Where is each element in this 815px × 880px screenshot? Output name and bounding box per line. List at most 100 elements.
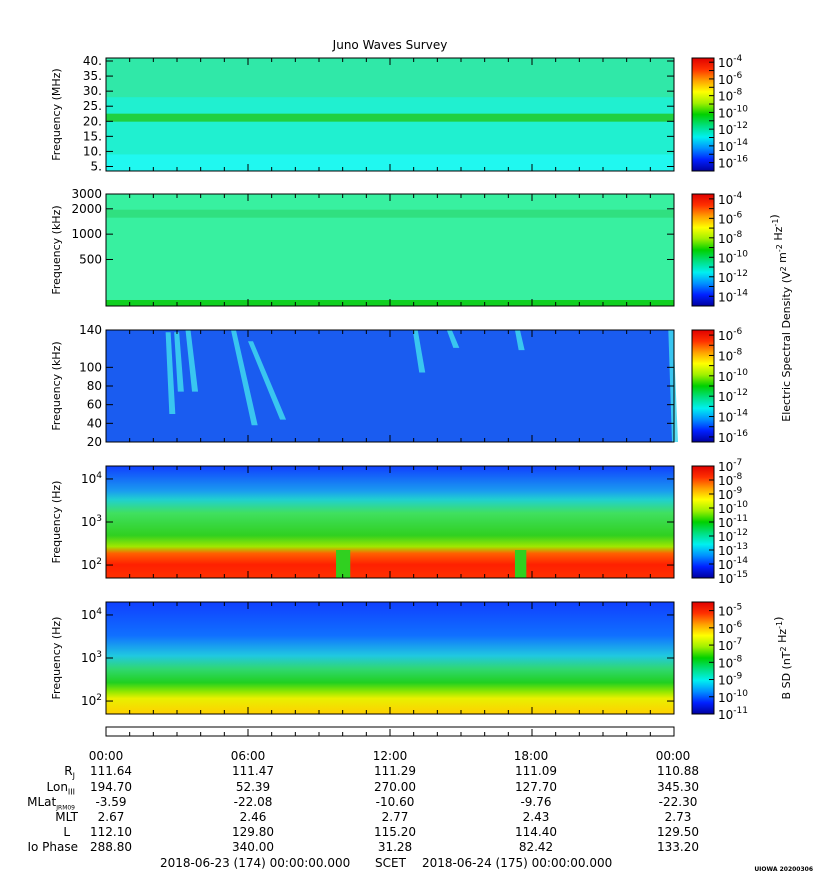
panel-3-emission <box>174 332 184 392</box>
y-tick-label: 15. <box>83 129 102 143</box>
colorbar-tick-label: 10-14 <box>718 409 748 425</box>
panel-2-emission-band <box>106 209 674 218</box>
panel-3-emission <box>185 330 199 392</box>
ephemeris-value: 82.42 <box>518 840 554 854</box>
panel-3-background <box>106 330 674 442</box>
colorbar-tick-label: 10-8 <box>718 654 743 670</box>
colorbar-tick-label: 10-4 <box>718 54 743 70</box>
ephemeris-value: 2.73 <box>664 810 692 824</box>
eph-label-mlt: MLT <box>55 810 78 824</box>
y-tick-label: 104 <box>81 607 102 622</box>
ephemeris-value: 114.40 <box>515 825 557 839</box>
ephemeris-value: 2.77 <box>381 810 409 824</box>
colorbar-tick-label: 10-10 <box>718 689 748 705</box>
footer-start: 2018-06-23 (174) 00:00:00.000 <box>160 856 351 870</box>
time-label: 00:00 <box>655 749 691 763</box>
eph-label-mlat: MLatJRM09 <box>27 795 75 812</box>
ephemeris-value: -10.60 <box>375 795 415 809</box>
colorbar-1 <box>691 57 715 172</box>
y-tick-label: 20 <box>87 435 102 449</box>
colorbar-tick-label: 10-10 <box>718 368 748 384</box>
ephemeris-value: 111.47 <box>232 764 274 778</box>
ephemeris-value: 115.20 <box>374 825 416 839</box>
colorbar-tick-label: 10-6 <box>718 210 743 226</box>
colorbar-5 <box>691 601 715 715</box>
y-tick-label: 100 <box>79 360 102 374</box>
colorbar-tick-label: 10-10 <box>718 249 748 265</box>
ephemeris-value: 2.46 <box>239 810 267 824</box>
panel-4-gap <box>514 550 527 578</box>
ephemeris-value: 194.70 <box>90 780 132 794</box>
panel-3-emission <box>412 330 426 373</box>
colorbar-tick-label: 10-16 <box>718 155 748 171</box>
panel-4-ylabel: Frequency (Hz) <box>50 481 63 564</box>
y-tick-label: 140 <box>79 323 102 337</box>
eph-label-io: Io Phase <box>27 840 78 854</box>
ephemeris-value: 129.50 <box>657 825 699 839</box>
y-tick-label: 102 <box>81 693 102 708</box>
panel-5-ylabel: Frequency (Hz) <box>50 617 63 700</box>
ephemeris-value: 129.80 <box>232 825 274 839</box>
panel-3-emission <box>165 332 176 414</box>
ephemeris-value: 288.80 <box>90 840 132 854</box>
footer-end: 2018-06-24 (175) 00:00:00.000 <box>422 856 613 870</box>
panel-4-gap <box>336 550 351 578</box>
panel-3-emission <box>230 330 258 426</box>
panel-3-emission <box>446 330 460 348</box>
y-tick-label: 30. <box>83 84 102 98</box>
colorbar-tick-label: 10-7 <box>718 637 742 653</box>
ephemeris-value: 112.10 <box>90 825 132 839</box>
ephemeris-value: 110.88 <box>657 764 699 778</box>
colorbar-tick-label: 10-16 <box>718 429 748 445</box>
ephemeris-value: -22.30 <box>658 795 698 809</box>
colorbar-tick-label: 10-10 <box>718 104 748 120</box>
colorbar-tick-label: 10-9 <box>718 672 743 688</box>
colorbar-tick-label: 10-6 <box>718 620 743 636</box>
eph-label-l: L <box>63 825 70 839</box>
version-stamp: UIOWA 20200306 <box>754 866 813 873</box>
eph-label-rj: RJ <box>64 764 75 781</box>
colorbar-tick-label: 10-12 <box>718 121 748 137</box>
y-tick-label: 20. <box>83 114 102 128</box>
eph-label-lon: LonIII <box>46 780 76 797</box>
y-tick-label: 25. <box>83 99 102 113</box>
y-tick-label: 5. <box>91 159 102 173</box>
ephemeris-value: 111.64 <box>90 764 132 778</box>
colorbar-tick-label: 10-14 <box>718 288 748 304</box>
colorbar-2 <box>691 193 715 307</box>
magnetic-colorbar-title: B SD (nT2 Hz-1) <box>772 617 793 700</box>
time-label: 12:00 <box>372 749 408 763</box>
ephemeris-value: 270.00 <box>374 780 416 794</box>
colorbar-tick-label: 10-12 <box>718 388 748 404</box>
colorbar-tick-label: 10-6 <box>718 327 743 343</box>
y-tick-label: 3000 <box>71 187 102 201</box>
colorbar-tick-label: 10-15 <box>718 570 748 586</box>
y-tick-label: 103 <box>81 650 102 665</box>
panel-1-emission-band <box>106 113 674 122</box>
colorbar-tick-label: 10-8 <box>718 88 743 104</box>
electric-colorbar-title: Electric Spectral Density (V2 m-2 Hz-1) <box>768 214 793 421</box>
y-tick-label: 104 <box>81 471 102 486</box>
colorbar-tick-label: 10-5 <box>718 603 742 619</box>
y-tick-label: 40. <box>83 54 102 68</box>
ephemeris-value: -22.08 <box>233 795 273 809</box>
colorbar-tick-label: 10-4 <box>718 191 743 207</box>
ephemeris-value: 111.09 <box>515 764 557 778</box>
ephemeris-value: 31.28 <box>377 840 413 854</box>
ephemeris-value: -9.76 <box>520 795 552 809</box>
panel-4-spectrum <box>106 466 674 578</box>
y-tick-label: 103 <box>81 514 102 529</box>
colorbar-tick-label: 10-11 <box>718 706 748 722</box>
panel-3-emission <box>514 330 525 351</box>
panel-2-ylabel: Frequency (kHz) <box>50 205 63 294</box>
footer-scet: SCET <box>375 856 406 870</box>
ephemeris-value: 111.29 <box>374 764 416 778</box>
colorbar-tick-label: 10-8 <box>718 230 743 246</box>
y-tick-label: 40 <box>87 416 102 430</box>
panel-3-ylabel: Frequency (kHz) <box>50 341 63 430</box>
ephemeris-value: 133.20 <box>657 840 699 854</box>
y-tick-label: 80 <box>87 379 102 393</box>
panel-5-spectrum <box>106 602 674 714</box>
ephemeris-value: 2.43 <box>522 810 550 824</box>
